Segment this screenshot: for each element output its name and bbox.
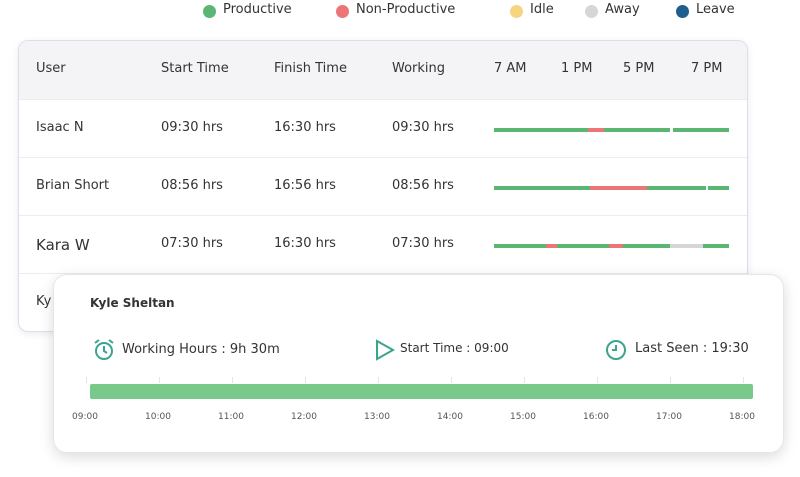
working-hours: Working Hours : 9h 30m bbox=[122, 342, 280, 357]
legend-label: Leave bbox=[696, 2, 735, 17]
timeline-segment bbox=[557, 244, 610, 248]
table-row: Brian Short 08:56 hrs 16:56 hrs 08:56 hrs bbox=[19, 157, 747, 216]
clock-icon bbox=[606, 340, 626, 360]
cell: 16:30 hrs bbox=[274, 120, 336, 135]
timeline-segment bbox=[672, 128, 729, 132]
axis-tick bbox=[524, 377, 525, 383]
axis-label: 13:00 bbox=[364, 412, 390, 422]
cell: 07:30 hrs bbox=[392, 236, 454, 251]
table-row: Isaac N 09:30 hrs 16:30 hrs 09:30 hrs bbox=[19, 99, 747, 158]
cell: 16:56 hrs bbox=[274, 178, 336, 193]
timeline-segment bbox=[604, 128, 671, 132]
axis-tick bbox=[451, 377, 452, 383]
timeline-segment bbox=[646, 186, 706, 190]
timeline-bar bbox=[90, 384, 753, 399]
timeline-segment bbox=[588, 128, 605, 132]
legend-label: Productive bbox=[223, 2, 292, 17]
timeline-segment bbox=[703, 244, 729, 248]
legend-dot bbox=[510, 5, 523, 18]
header-cell: Working bbox=[392, 61, 446, 76]
table-row: Kara W 07:30 hrs 16:30 hrs 07:30 hrs bbox=[19, 215, 747, 274]
timeline-segment bbox=[590, 186, 647, 190]
cell: 08:56 hrs bbox=[161, 178, 223, 193]
timeline-segment bbox=[623, 244, 671, 248]
axis-label: 10:00 bbox=[145, 412, 171, 422]
legend-dot bbox=[676, 5, 689, 18]
timeline-segment bbox=[494, 186, 591, 190]
table-header bbox=[19, 41, 747, 99]
legend-label: Away bbox=[605, 2, 640, 17]
axis-tick bbox=[378, 377, 379, 383]
axis-tick bbox=[86, 377, 87, 383]
axis-label: 11:00 bbox=[218, 412, 244, 422]
timeline-segment bbox=[707, 186, 729, 190]
start-time: Start Time : 09:00 bbox=[400, 341, 509, 355]
play-icon bbox=[376, 339, 396, 361]
last-seen: Last Seen : 19:30 bbox=[635, 341, 749, 356]
timeline-segment bbox=[545, 244, 558, 248]
axis-tick bbox=[305, 377, 306, 383]
header-cell: 1 PM bbox=[561, 61, 593, 76]
cell: Ky bbox=[36, 294, 52, 309]
axis-label: 09:00 bbox=[72, 412, 98, 422]
cell: Isaac N bbox=[36, 120, 84, 135]
header-cell: 5 PM bbox=[623, 61, 655, 76]
cell: Brian Short bbox=[36, 178, 110, 193]
axis-tick bbox=[232, 377, 233, 383]
alarm-icon bbox=[94, 339, 114, 360]
cell: 16:30 hrs bbox=[274, 236, 336, 251]
axis-tick bbox=[670, 377, 671, 383]
axis-label: 14:00 bbox=[437, 412, 463, 422]
axis-label: 17:00 bbox=[656, 412, 682, 422]
timeline-segment bbox=[670, 244, 704, 248]
header-cell: Start Time bbox=[161, 61, 229, 76]
header-cell: 7 AM bbox=[494, 61, 527, 76]
timeline-segment bbox=[494, 244, 546, 248]
legend-dot bbox=[336, 5, 349, 18]
cell: 08:56 hrs bbox=[392, 178, 454, 193]
axis-tick bbox=[597, 377, 598, 383]
legend-label: Non-Productive bbox=[356, 2, 456, 17]
legend: Productive Non-Productive Idle Away Leave bbox=[0, 0, 800, 24]
axis-label: 12:00 bbox=[291, 412, 317, 422]
legend-label: Idle bbox=[530, 2, 554, 17]
card-name: Kyle Sheltan bbox=[90, 296, 175, 310]
axis-label: 18:00 bbox=[729, 412, 755, 422]
axis-label: 16:00 bbox=[583, 412, 609, 422]
header-cell: Finish Time bbox=[274, 61, 347, 76]
header-cell: 7 PM bbox=[691, 61, 723, 76]
legend-dot bbox=[585, 5, 598, 18]
user-card: Kyle Sheltan Working Hours : 9h 30m Star… bbox=[53, 274, 784, 453]
timeline-segment bbox=[494, 128, 588, 132]
axis-tick bbox=[743, 377, 744, 383]
cell: 07:30 hrs bbox=[161, 236, 223, 251]
axis-label: 15:00 bbox=[510, 412, 536, 422]
cell: Kara W bbox=[36, 236, 90, 254]
header-cell: User bbox=[36, 61, 66, 76]
axis-tick bbox=[159, 377, 160, 383]
cell: 09:30 hrs bbox=[161, 120, 223, 135]
legend-dot bbox=[203, 5, 216, 18]
cell: 09:30 hrs bbox=[392, 120, 454, 135]
timeline-segment bbox=[609, 244, 624, 248]
table-row: Ky bbox=[19, 273, 747, 331]
